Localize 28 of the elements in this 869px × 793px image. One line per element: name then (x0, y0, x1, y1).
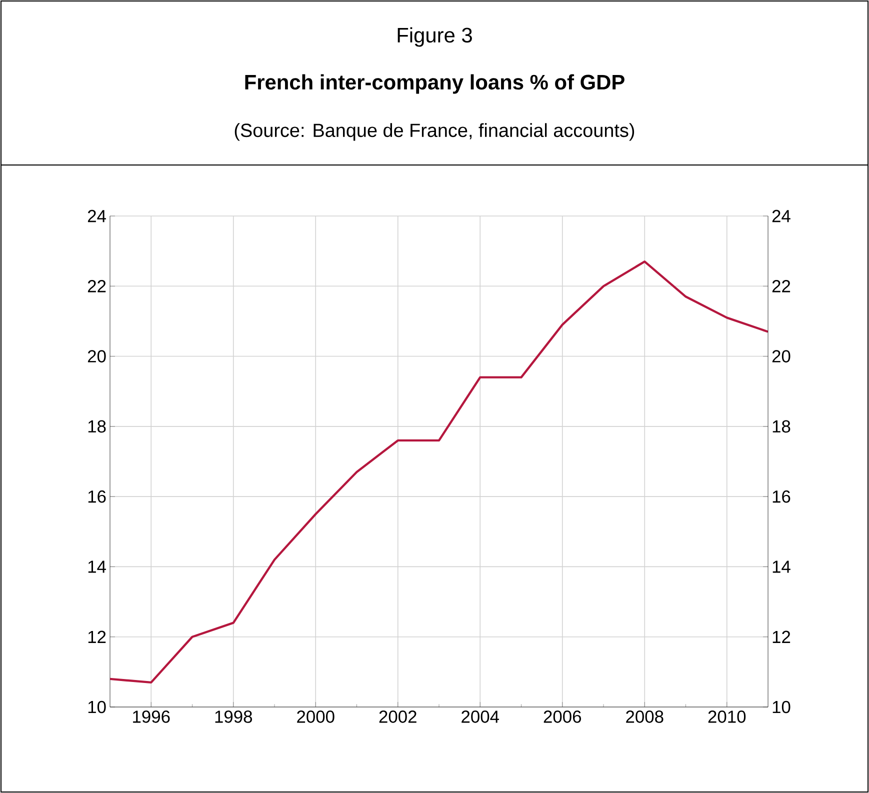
y2-tick-label: 14 (772, 560, 790, 573)
y2-tick-label: 12 (772, 630, 790, 643)
x-tick-label: 2006 (544, 710, 582, 723)
y-tick-label: 14 (88, 560, 106, 573)
x-tick-label: 1996 (133, 710, 170, 723)
x-tick-label: 2004 (462, 710, 500, 723)
y2-tick-label: 20 (772, 350, 790, 362)
y-tick-label: 12 (88, 630, 106, 643)
x-tick-label: 2010 (708, 710, 746, 723)
y-tick-label: 22 (88, 280, 106, 292)
y-tick-label: 10 (88, 700, 106, 714)
chart-subtitle: French inter-company loans % of GDP (245, 74, 624, 94)
y-tick-label: 18 (88, 420, 106, 433)
x-tick-label: 2000 (297, 710, 334, 723)
y-tick-label: 24 (88, 210, 106, 222)
text: (Source: Banque de France, financial accounts) (234, 123, 634, 141)
y2-tick-label: 22 (772, 280, 790, 292)
y2-tick-label: 24 (772, 210, 790, 222)
x-tick-label: 2002 (379, 710, 416, 723)
chart-title: Figure 3 (398, 27, 472, 47)
y2-tick-label: 10 (772, 700, 790, 714)
line-series (110, 260, 768, 684)
y-tick-label: 16 (88, 490, 106, 503)
y-tick-label: 20 (88, 350, 106, 362)
x-tick-label: 1998 (215, 710, 252, 723)
x-tick-label: 2008 (626, 710, 664, 723)
y2-tick-label: 16 (772, 490, 790, 503)
y2-tick-label: 18 (772, 420, 790, 433)
